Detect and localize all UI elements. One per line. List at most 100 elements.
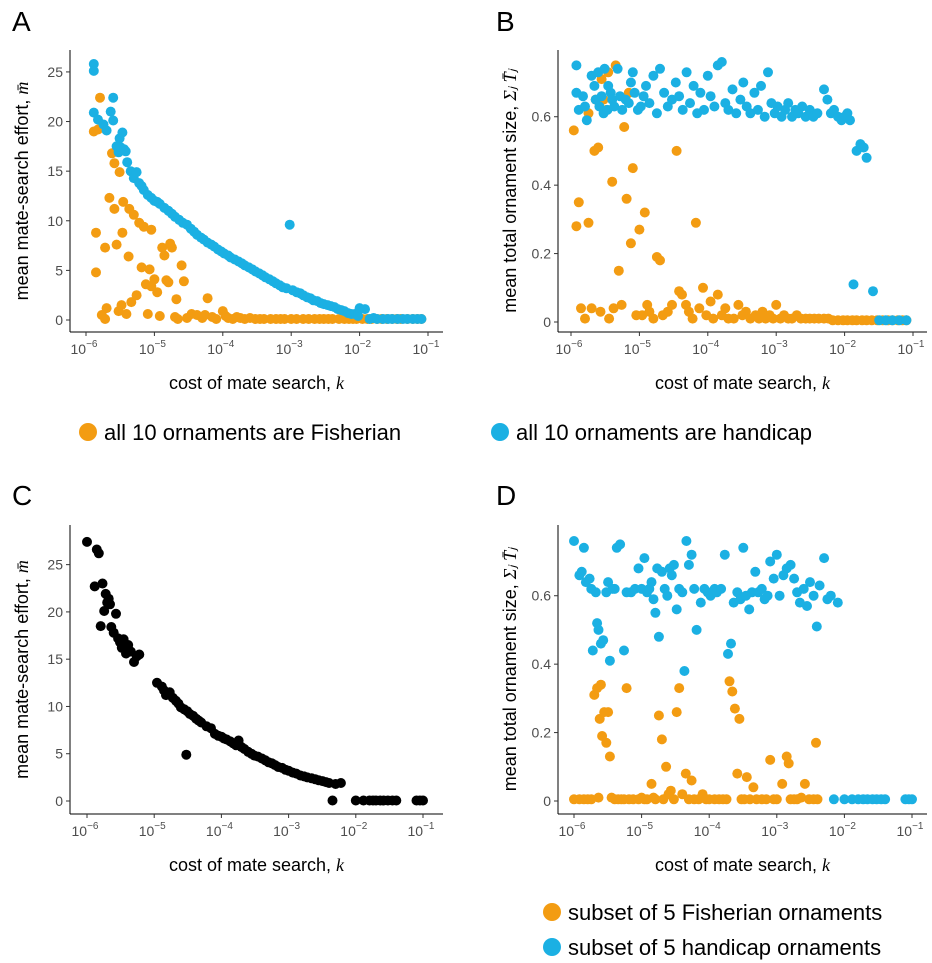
data-point — [604, 751, 615, 762]
data-point — [686, 549, 697, 560]
data-point — [621, 683, 632, 694]
y-tick-label: 0 — [55, 312, 63, 328]
legend-handicap-label: all 10 ornaments are handicap — [516, 420, 812, 445]
data-point — [729, 703, 740, 714]
data-point — [571, 60, 582, 71]
data-point — [709, 101, 720, 112]
data-point — [117, 127, 128, 138]
y-tick-label: 10 — [47, 213, 63, 229]
data-point — [589, 80, 600, 91]
data-point — [95, 92, 105, 103]
data-point — [646, 778, 657, 789]
data-point — [608, 303, 619, 314]
y-tick-label: 5 — [55, 262, 63, 278]
data-point — [625, 238, 636, 249]
y-tick-label: 15 — [47, 163, 63, 179]
data-point — [798, 583, 809, 594]
data-point — [638, 91, 649, 102]
x-tick-label: 10−5 — [139, 821, 166, 839]
plot-a: 0 5 10 15 20 25 10−6 10−5 10−4 10−3 10−2 10−1 cost o… — [12, 50, 443, 393]
data-point — [121, 309, 132, 319]
data-point — [327, 795, 338, 806]
data-point — [680, 768, 691, 779]
data-point — [735, 94, 746, 105]
data-point — [607, 176, 618, 187]
data-point — [749, 87, 760, 98]
data-point — [777, 778, 788, 789]
data-point — [126, 297, 137, 308]
legend-fisherian-marker — [79, 423, 97, 441]
legend-top: all 10 ornaments are Fisherian all 10 or… — [79, 420, 812, 445]
data-point — [627, 163, 638, 174]
data-point — [674, 683, 685, 694]
data-point — [131, 167, 142, 178]
data-point — [708, 313, 719, 324]
data-point — [719, 549, 730, 560]
x-axis-title: cost of mate search, k — [169, 855, 345, 875]
data-point — [656, 566, 667, 577]
data-point — [771, 794, 782, 805]
data-point — [797, 101, 808, 112]
data-point — [653, 631, 664, 642]
data-point — [662, 590, 673, 601]
data-point — [748, 782, 759, 793]
data-point — [819, 553, 830, 564]
legend-subset-handicap-label: subset of 5 handicap ornaments — [568, 935, 881, 960]
data-point — [596, 91, 607, 102]
data-point — [568, 125, 579, 136]
data-point — [593, 142, 604, 153]
data-point — [808, 590, 819, 601]
data-point — [668, 794, 679, 805]
data-point — [687, 313, 698, 324]
data-point — [176, 260, 187, 271]
data-point — [612, 63, 623, 74]
data-point — [839, 794, 850, 805]
data-point — [723, 648, 733, 659]
data-point — [674, 91, 685, 102]
data-point — [765, 556, 776, 567]
y-tick-label: 20 — [47, 604, 63, 620]
legend-handicap-marker — [491, 423, 509, 441]
data-point — [573, 197, 584, 208]
data-point — [211, 314, 222, 324]
data-point — [887, 315, 898, 326]
data-point — [799, 778, 810, 789]
x-axis-title: cost of mate search, k — [655, 373, 831, 393]
legend-fisherian-label: all 10 ornaments are Fisherian — [104, 420, 401, 445]
data-point — [644, 98, 655, 109]
legend-bottom: subset of 5 Fisherian ornaments subset o… — [543, 900, 882, 960]
y-tick-label: 0.6 — [532, 588, 552, 604]
data-point — [822, 94, 833, 105]
data-point — [116, 300, 127, 311]
data-point — [581, 115, 592, 126]
data-point — [634, 224, 645, 235]
data-point — [109, 158, 120, 169]
panel-letter-a: A — [12, 6, 31, 37]
data-point — [154, 311, 165, 321]
data-point — [728, 313, 739, 324]
x-tick-label: 10−2 — [829, 339, 856, 357]
data-point — [88, 59, 99, 69]
data-point — [604, 313, 615, 324]
data-point — [695, 87, 706, 98]
data-point — [171, 294, 182, 305]
data-point — [100, 314, 111, 324]
data-point — [689, 583, 700, 594]
data-point — [595, 679, 606, 690]
data-point — [774, 590, 785, 601]
data-point — [152, 287, 163, 298]
data-point — [677, 587, 688, 598]
data-point — [733, 299, 744, 310]
data-point — [142, 309, 153, 319]
panel-a: A 0 5 10 15 20 25 10−6 10−5 10−4 10−3 10−2 10−1 cost… — [12, 6, 443, 393]
data-point — [772, 101, 783, 112]
x-tick-label: 10−4 — [207, 339, 234, 357]
panel-b: B 0 0.2 0.4 0.6 10−6 10−5 10−4 10−3 10−2 10−1 cost… — [496, 6, 927, 393]
data-point — [819, 84, 829, 95]
data-point — [418, 795, 428, 806]
data-point — [82, 536, 92, 547]
x-tick-label: 10−5 — [626, 821, 653, 839]
x-tick-label: 10−2 — [340, 821, 367, 839]
y-tick-label: 0.2 — [532, 725, 552, 741]
y-tick-label: 25 — [47, 557, 63, 573]
